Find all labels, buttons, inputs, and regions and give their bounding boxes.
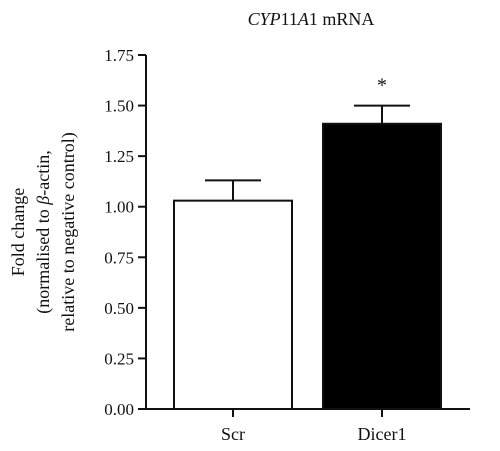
y-tick-label: 1.25 [104, 147, 134, 166]
title-gene-part-d: 1 [309, 9, 318, 29]
y-label-line-2-pre: (normalised to [33, 205, 54, 314]
x-ticks: Scr Dicer1 [221, 409, 406, 444]
y-tick-label: 0.00 [104, 400, 134, 419]
y-axis-label: Fold change (normalised to β-actin, rela… [8, 132, 79, 331]
y-tick-label: 0.50 [104, 299, 134, 318]
y-label-line-1: Fold change [8, 188, 28, 276]
title-gene-part-c: A [297, 9, 310, 29]
y-tick-label: 0.75 [104, 248, 134, 267]
y-tick-label: 1.50 [104, 97, 134, 116]
x-tick-label: Scr [221, 424, 245, 444]
chart-title: CYP11A1 mRNA [248, 9, 375, 29]
title-gene-part-a: CYP [248, 9, 281, 29]
y-label-line-2: (normalised to β-actin, [33, 150, 54, 313]
y-ticks: 0.00 0.25 0.50 0.75 1.00 1.25 1.50 1.75 [104, 46, 146, 419]
significance-marker: * [377, 75, 387, 97]
y-label-line-2-post: -actin, [33, 150, 53, 195]
bar-scr [173, 199, 293, 410]
title-suffix: mRNA [318, 9, 375, 29]
title-gene-part-b: 11 [281, 9, 298, 29]
bar-dicer1 [322, 122, 442, 411]
bars: * [173, 75, 442, 411]
y-tick-label: 0.25 [104, 349, 134, 368]
y-tick-label: 1.00 [104, 198, 134, 217]
y-label-line-3: relative to negative control) [58, 132, 79, 331]
y-label-beta: β [33, 196, 53, 206]
y-tick-label: 1.75 [104, 46, 134, 65]
x-tick-label: Dicer1 [358, 424, 407, 444]
